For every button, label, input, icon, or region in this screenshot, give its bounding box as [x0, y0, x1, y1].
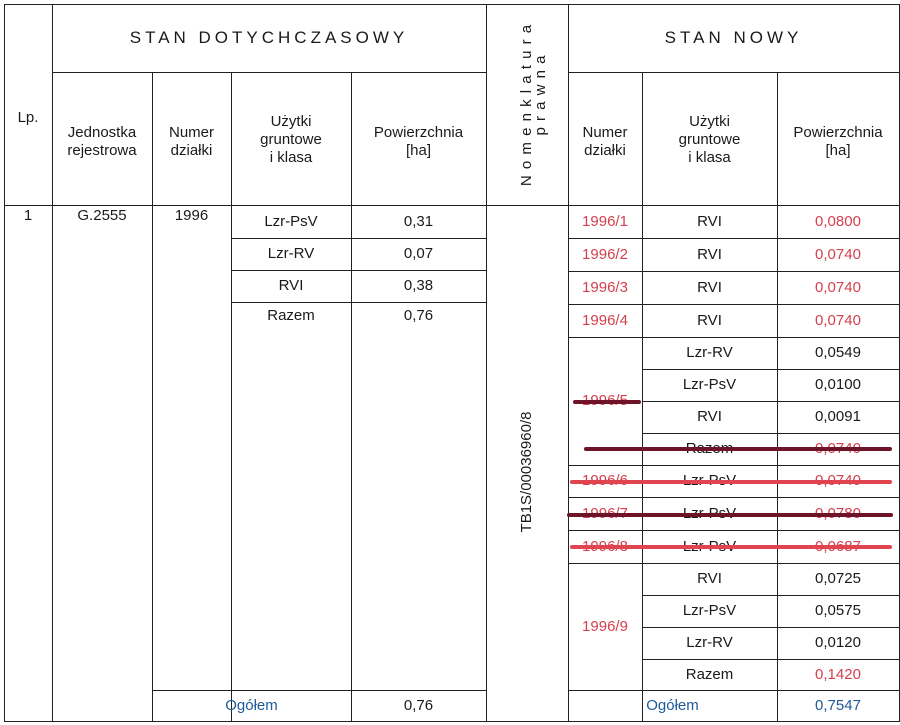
new-uzytek: Lzr-PsV: [682, 376, 737, 393]
cell-numer: 1996: [174, 207, 209, 224]
row-line: [642, 627, 899, 628]
header-stan-nowy: STAN NOWY: [664, 28, 803, 47]
strikethrough-1996-5-razem: [584, 447, 892, 451]
header-powierzchnia: Powierzchnia [ha]: [373, 124, 464, 159]
row-line: [568, 337, 899, 338]
new-uzytek: RVI: [697, 213, 722, 230]
new-uzytek: RVI: [697, 278, 722, 296]
border-top: [4, 4, 900, 5]
col-sep-numer: [231, 72, 232, 722]
total-label-right: Ogółem: [646, 697, 699, 714]
total-line-right: [568, 690, 899, 691]
row-line: [568, 304, 899, 305]
cell-uzytek: Lzr-PsV: [264, 213, 318, 230]
header-split-left: [52, 72, 486, 73]
row-line: [568, 563, 899, 564]
header-numer-dzialki: Numer działki: [168, 124, 214, 159]
border-bottom: [4, 721, 900, 722]
header-lp: Lp.: [17, 109, 39, 126]
nomenclature-value: TB1S/00036960/8: [518, 411, 535, 533]
cell-lp: 1: [23, 207, 33, 224]
row-line: [568, 238, 899, 239]
new-uzytek: Lzr-RV: [686, 344, 733, 361]
new-numer: 1996/9: [582, 618, 628, 635]
col-sep-numer-new: [642, 72, 643, 722]
new-uzytek: RVI: [697, 408, 722, 425]
header-numer-dzialki-new: Numer działki: [582, 124, 628, 159]
new-uzytek: Lzr-RV: [686, 634, 733, 651]
cell-uzytek: RVI: [278, 277, 304, 294]
cell-powierzchnia: 0,07: [403, 245, 434, 262]
row-line: [568, 497, 899, 498]
col-sep-uzytki: [351, 72, 352, 722]
header-bottom: [4, 205, 900, 206]
header-stan-dotychczasowy: STAN DOTYCHCZASOWY: [129, 28, 409, 47]
new-pow: 0,0740: [815, 245, 861, 263]
strikethrough-1996-5-number: [573, 400, 641, 404]
new-uzytek: RVI: [697, 245, 722, 263]
row-line: [231, 302, 486, 303]
new-pow: 0,0100: [815, 376, 861, 393]
header-powierzchnia-new: Powierzchnia [ha]: [793, 124, 883, 159]
new-pow: 0,0120: [815, 634, 861, 651]
total-value-right: 0,7547: [815, 697, 861, 714]
row-line: [642, 369, 899, 370]
header-split-right: [568, 72, 899, 73]
row-line: [568, 465, 899, 466]
new-uzytek-razem: Razem: [685, 665, 734, 683]
header-uzytki-new: Użytki gruntowe i klasa: [678, 113, 741, 166]
new-numer: 1996/2: [582, 245, 628, 263]
col-sep-nomenklatura: [568, 4, 569, 722]
strikethrough-1996-6: [570, 480, 892, 484]
new-pow: 0,0091: [815, 408, 861, 425]
new-pow: 0,0800: [815, 213, 861, 230]
row-line: [642, 595, 899, 596]
col-sep-uzytki-new: [777, 72, 778, 722]
col-sep-pow-old: [486, 4, 487, 722]
header-prawna: p r a w n a: [532, 54, 549, 136]
new-uzytek: RVI: [697, 311, 722, 329]
row-line: [568, 271, 899, 272]
total-value-left: 0,76: [403, 697, 434, 714]
col-sep-lp: [52, 4, 53, 722]
border-left: [4, 4, 5, 722]
new-pow-razem: 0,1420: [815, 665, 861, 683]
row-line: [642, 401, 899, 402]
row-line: [231, 238, 486, 239]
total-label-left: Ogółem: [225, 697, 278, 714]
new-numer: 1996/3: [582, 278, 628, 296]
header-jednostka: Jednostka rejestrowa: [67, 124, 137, 159]
row-line: [568, 530, 899, 531]
new-pow: 0,0740: [815, 311, 861, 329]
cell-powierzchnia: 0,38: [403, 277, 434, 294]
cell-jednostka: G.2555: [77, 207, 127, 224]
strikethrough-1996-7: [567, 513, 893, 517]
cell-uzytek: Lzr-RV: [267, 245, 315, 262]
cell-uzytek-razem: Razem: [267, 307, 315, 324]
row-line: [642, 659, 899, 660]
row-line: [231, 270, 486, 271]
cell-powierzchnia: 0,31: [403, 213, 434, 230]
new-pow: 0,0575: [815, 602, 861, 619]
total-line-left: [152, 690, 486, 691]
col-sep-jednostka: [152, 72, 153, 722]
new-pow: 0,0740: [815, 278, 861, 296]
row-line: [642, 433, 899, 434]
new-pow: 0,0549: [815, 344, 861, 361]
cell-powierzchnia-razem: 0,76: [403, 307, 434, 324]
new-numer: 1996/1: [582, 213, 628, 230]
strikethrough-1996-8: [570, 545, 892, 549]
new-pow: 0,0725: [815, 570, 861, 587]
new-numer: 1996/4: [582, 311, 628, 329]
new-uzytek: Lzr-PsV: [682, 602, 737, 619]
header-uzytki: Użytki gruntowe i klasa: [260, 113, 322, 166]
new-uzytek: RVI: [697, 570, 722, 587]
